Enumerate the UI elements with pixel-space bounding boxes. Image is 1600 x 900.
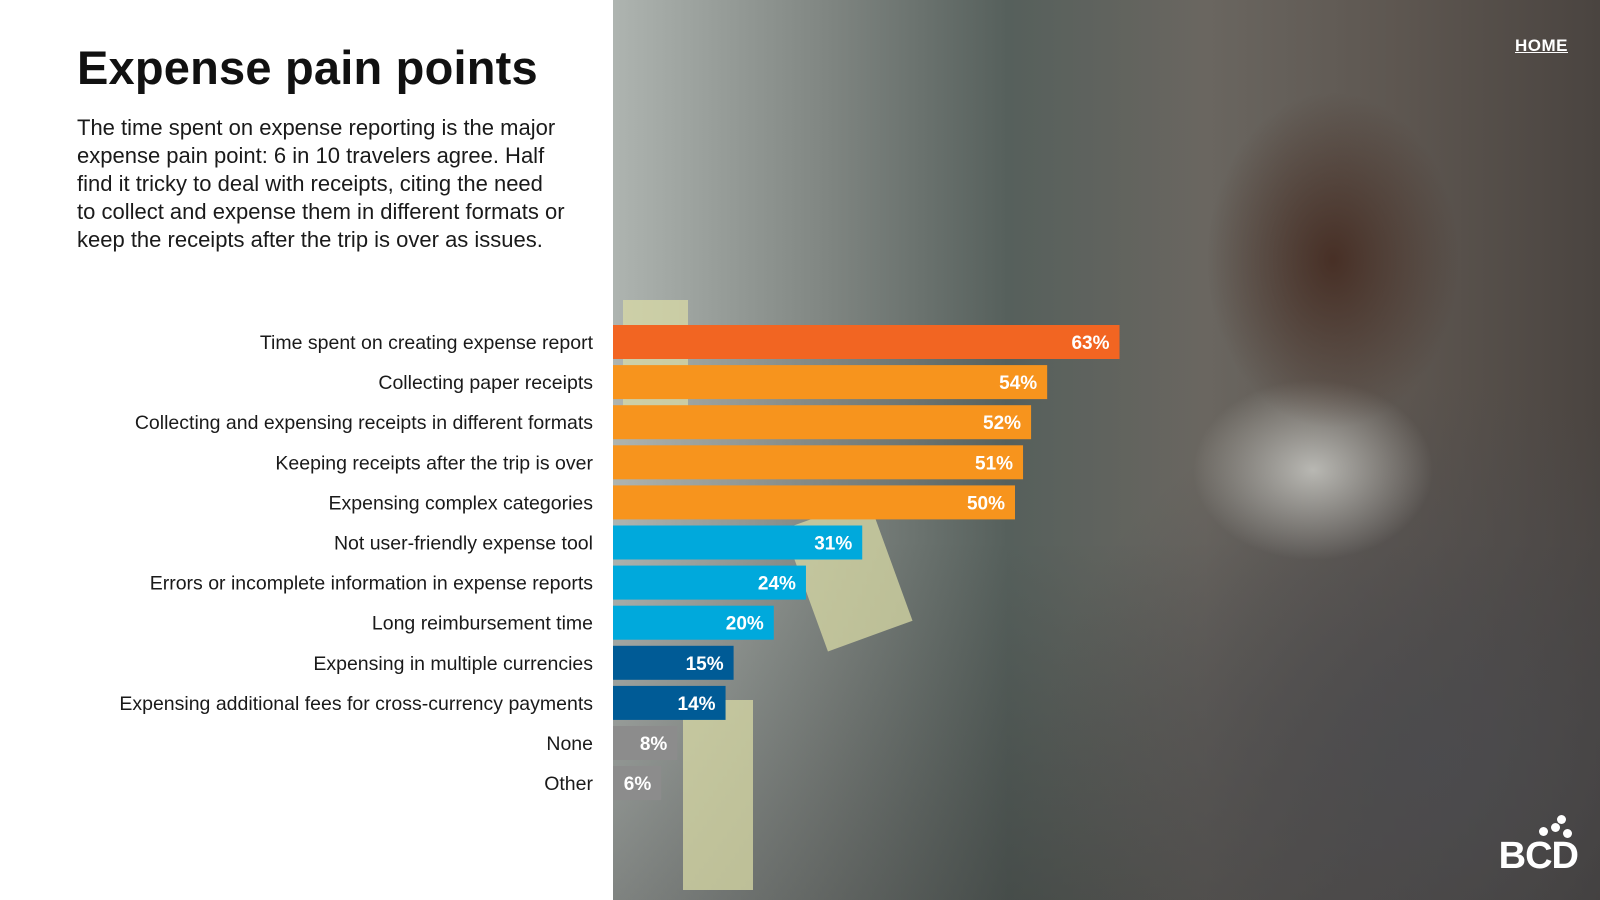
bar [613,685,726,720]
category-label: Expensing complex categories [329,492,594,514]
home-link[interactable]: HOME [1515,36,1568,55]
sticky-note-shape [623,300,688,420]
category-label: Collecting paper receipts [378,372,593,394]
bar [613,485,1015,520]
sticky-note-shape [683,700,753,890]
category-label: Time spent on creating expense report [260,332,594,354]
category-label: None [546,733,593,755]
value-label: 52% [983,413,1021,434]
page-title: Expense pain points [77,41,538,94]
category-label: Other [544,773,593,795]
bar [613,726,678,760]
bar [613,365,1048,400]
bar [613,325,1120,359]
value-label: 31% [814,534,852,555]
value-label: 54% [999,373,1037,394]
value-label: 51% [975,453,1013,474]
value-label: 8% [640,734,668,755]
bar [613,766,662,801]
value-label: 6% [624,774,652,795]
value-label: 15% [686,654,724,675]
value-label: 20% [726,614,764,635]
bar [613,525,863,560]
category-label: Not user-friendly expense tool [334,533,593,555]
value-label: 14% [678,694,716,715]
value-label: 63% [1071,333,1109,354]
value-label: 50% [967,493,1005,514]
category-label: Errors or incomplete information in expe… [150,573,594,595]
text-panel: Expense pain points The time spent on ex… [0,0,613,900]
bar [613,445,1024,480]
intro-paragraph: The time spent on expense reporting is t… [77,115,565,252]
bar [613,565,806,600]
bar [613,405,1032,440]
category-label: Expensing additional fees for cross-curr… [119,693,593,715]
bar [613,605,774,640]
category-label: Expensing in multiple currencies [313,653,593,675]
value-label: 24% [758,574,796,595]
category-label: Keeping receipts after the trip is over [275,452,593,474]
category-label: Long reimbursement time [372,613,593,635]
bar [613,645,734,680]
category-label: Collecting and expensing receipts in dif… [135,412,593,434]
bcd-logo: BCD [1498,835,1579,877]
